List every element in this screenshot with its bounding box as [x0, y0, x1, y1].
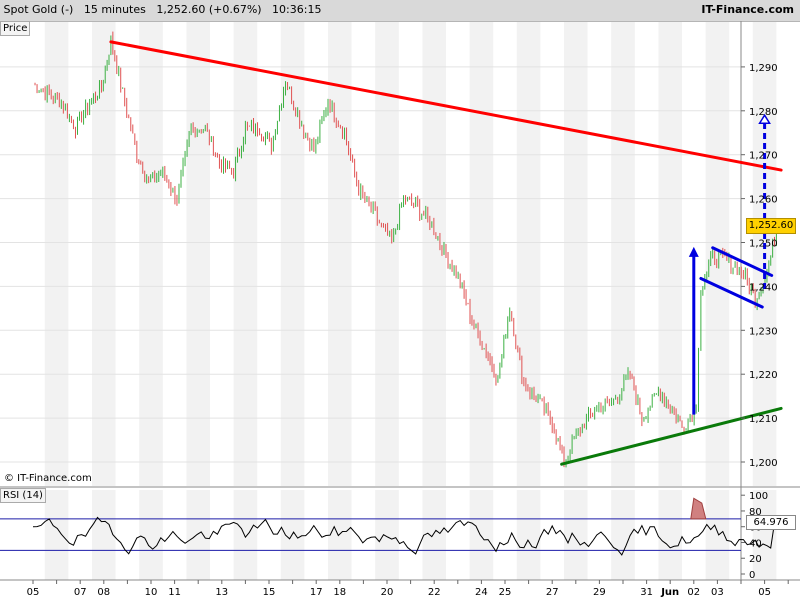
brand-label: IT-Finance.com: [701, 3, 794, 16]
rsi-tick-label: 20: [749, 554, 762, 565]
trendline-flag-lower: [699, 276, 764, 309]
day-band: [564, 22, 588, 486]
day-band: [705, 490, 730, 580]
date-tick-label: 27: [546, 587, 559, 598]
date-tick-label: 08: [97, 587, 110, 598]
price-tick-label: 1,270: [749, 151, 778, 162]
day-band: [658, 22, 682, 486]
day-band: [375, 490, 399, 580]
day-band: [469, 490, 494, 580]
day-band: [186, 490, 210, 580]
price-tick-label: 1,290: [749, 63, 778, 74]
date-tick-label: 20: [381, 587, 394, 598]
day-band: [658, 490, 682, 580]
date-tick-label: Jun: [660, 587, 679, 598]
rsi-panel-label: RSI (14): [0, 488, 46, 503]
date-tick-label: 15: [263, 587, 276, 598]
day-band: [92, 490, 116, 580]
day-band: [375, 22, 399, 486]
date-tick-label: 18: [333, 587, 346, 598]
day-band: [44, 490, 69, 580]
date-tick-label: 03: [711, 587, 724, 598]
rsi-line: [32, 516, 775, 556]
price-tick-label: 1,250: [749, 239, 778, 250]
weekday-bands: [44, 22, 777, 580]
date-tick-label: 22: [428, 587, 441, 598]
day-band: [752, 490, 777, 580]
date-tick-label: 07: [74, 587, 87, 598]
price-panel-label: Price: [0, 21, 31, 36]
day-band: [328, 22, 352, 486]
rsi-tick-label: 100: [749, 491, 768, 502]
rsi-tick-label: 0: [749, 570, 755, 581]
day-band: [516, 490, 541, 580]
day-band: [280, 490, 305, 580]
price-axis: 1,200 1,210 1,220 1,230 1,240 1,250 1,260 1,270…: [741, 63, 778, 469]
last-price-box: 1,252.60: [746, 218, 796, 234]
price-tick-label: 1,210: [749, 414, 778, 425]
day-band: [92, 22, 116, 486]
day-band: [233, 490, 258, 580]
date-tick-label: 29: [593, 587, 606, 598]
price-tick-label: 1,200: [749, 458, 778, 469]
arrow-target-head: [758, 113, 771, 124]
day-band: [280, 22, 305, 486]
rsi-tick-label: 40: [749, 538, 762, 549]
date-tick-label: 24: [475, 587, 488, 598]
day-band: [139, 490, 163, 580]
day-band: [139, 22, 163, 486]
date-tick-label: 17: [310, 587, 323, 598]
day-band: [469, 22, 494, 486]
date-axis: 05 07 08 10 11 13 15 17 18 20 22 24 25 27 29 31 Jun 02 03 0…: [27, 580, 789, 598]
date-tick-label: 13: [215, 587, 228, 598]
date-tick-label: 11: [168, 587, 181, 598]
day-band: [44, 22, 69, 486]
price-tick-label: 1,240: [749, 282, 778, 293]
price-tick-label: 1,220: [749, 370, 778, 381]
day-band: [422, 490, 446, 580]
title-bar: Spot Gold (-) 15 minutes 1,252.60 (+0.67…: [0, 0, 800, 22]
date-tick-label: 25: [499, 587, 512, 598]
date-tick-label: 05: [27, 587, 40, 598]
day-band: [705, 22, 730, 486]
day-band: [516, 22, 541, 486]
rsi-overbought-fill: [690, 497, 707, 520]
price-tick-label: 1,230: [749, 326, 778, 337]
grid-lines: [0, 21, 800, 581]
date-tick-label: 10: [145, 587, 158, 598]
date-tick-label: 31: [640, 587, 653, 598]
trendline-flag-upper: [711, 246, 774, 277]
date-tick-label: 05: [758, 587, 771, 598]
price-tick-label: 1,260: [749, 195, 778, 206]
rsi-tick-label: 80: [749, 507, 762, 518]
arrow-flagpole-head: [688, 246, 699, 257]
chart-title: Spot Gold (-) 15 minutes 1,252.60 (+0.67…: [0, 3, 322, 16]
day-band: [422, 22, 446, 486]
day-band: [328, 490, 352, 580]
rsi-last-box: 64.976: [746, 515, 796, 530]
copyright-label: © IT-Finance.com: [4, 473, 92, 484]
day-band: [611, 22, 635, 486]
day-band: [564, 490, 588, 580]
price-tick-label: 1,280: [749, 107, 778, 118]
date-tick-label: 02: [687, 587, 700, 598]
day-band: [233, 22, 258, 486]
day-band: [186, 22, 210, 486]
day-band: [611, 490, 635, 580]
price-series: [34, 31, 777, 468]
trendline-resistance: [109, 40, 783, 172]
